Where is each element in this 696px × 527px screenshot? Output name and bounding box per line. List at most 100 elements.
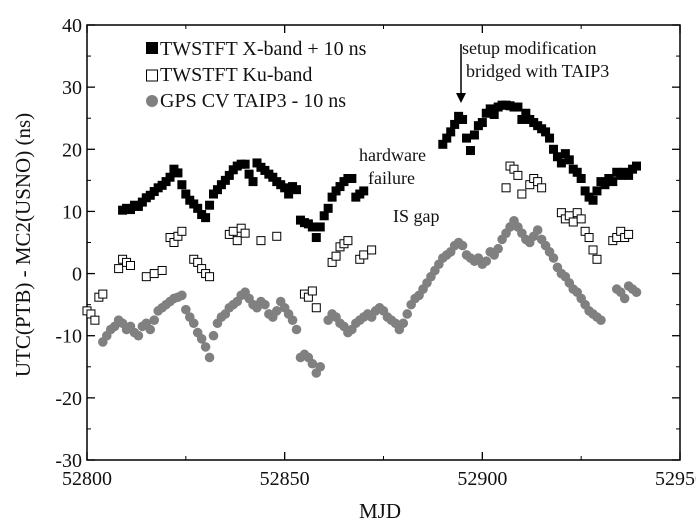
gps-cv-point [188, 318, 199, 329]
gps-cv-point [493, 243, 503, 254]
x-band-point [489, 109, 499, 119]
ku-band-point [307, 286, 317, 296]
annotation-hardware-line2: failure [368, 168, 415, 188]
ku-band-point [367, 245, 377, 255]
ku-band-point [240, 228, 250, 238]
annotation-setup-modification: setup modification bridged with TAIP3 [456, 38, 609, 103]
ku-band-point [592, 254, 602, 264]
x-band-point [552, 152, 562, 162]
gps-cv-point [619, 293, 630, 304]
x-band-point [521, 108, 531, 118]
x-band-point [173, 168, 183, 178]
ku-band-point [272, 231, 282, 241]
gps-cv-point [181, 304, 191, 315]
x-band-point [220, 175, 230, 185]
ku-band-point [588, 245, 598, 255]
gps-cv-point [481, 256, 492, 266]
x-band-point [608, 177, 618, 187]
y-axis-label: UTC(PTB) - MC2(USNO) (ns) [11, 113, 35, 377]
x-band-point [477, 118, 487, 128]
y-tick-label: -20 [55, 388, 82, 410]
legend: TWSTFT X-band + 10 ns TWSTFT Ku-band GPS… [146, 38, 367, 112]
gps-cv-point [196, 334, 207, 344]
gps-cv-point [133, 330, 144, 341]
ku-band-point [228, 226, 238, 236]
legend-marker-ku-band [146, 69, 158, 82]
gps-cv-point [287, 315, 298, 325]
x-band-point [450, 119, 460, 129]
annotation-hardware-failure: hardware failure [359, 145, 426, 188]
gps-cv-point [307, 358, 318, 369]
annotation-setup-line1: setup modification [462, 38, 596, 58]
x-tick-label: 52850 [260, 468, 310, 490]
gps-cv-point [200, 342, 211, 352]
ku-band-point [125, 260, 135, 270]
x-band-point [632, 161, 642, 171]
x-band-point [323, 203, 333, 213]
annotation-hardware-line1: hardware [359, 145, 426, 165]
x-band-point [517, 114, 527, 124]
legend-marker-gps-cv [146, 95, 158, 107]
gps-cv-point [260, 299, 270, 310]
ku-band-point [157, 265, 167, 275]
x-band-point [212, 185, 222, 195]
legend-label-ku-band: TWSTFT Ku-band [160, 64, 312, 86]
gps-cv-point [145, 324, 156, 335]
annotation-setup-line2: bridged with TAIP3 [466, 61, 609, 81]
x-band-point [548, 144, 558, 154]
y-tick-label: 0 [72, 264, 82, 286]
x-band-point [280, 183, 290, 193]
ku-band-point [141, 272, 151, 282]
ku-band-point [359, 250, 369, 260]
ku-band-point [205, 272, 215, 282]
x-band-point [458, 114, 468, 124]
x-band-point [446, 127, 456, 137]
gps-cv-point [631, 287, 642, 298]
x-band-point [224, 170, 234, 180]
gps-cv-point [177, 290, 187, 301]
x-band-point [442, 133, 452, 143]
y-tick-label: 30 [62, 77, 82, 99]
gps-cv-point [291, 324, 302, 335]
x-band-point [201, 213, 211, 223]
ku-band-point [311, 303, 321, 313]
x-tick-label: 52900 [457, 468, 507, 490]
x-tick-label: 52950 [655, 468, 696, 490]
ku-band-point [568, 217, 578, 227]
x-band-point [319, 211, 329, 221]
x-band-point [576, 173, 586, 183]
x-band-point [572, 167, 582, 177]
x-band-point [165, 172, 175, 182]
gps-cv-point [457, 240, 468, 251]
x-band-point [359, 186, 369, 196]
gps-cv-point [204, 352, 215, 363]
y-tick-label: -30 [55, 450, 82, 472]
x-band-point [292, 185, 302, 195]
y-tick-label: 10 [62, 201, 82, 223]
ku-band-point [177, 226, 187, 236]
ku-band-point [624, 229, 634, 239]
x-band-point [600, 180, 610, 190]
x-band-point [469, 130, 479, 140]
ku-band-point [501, 183, 511, 193]
ku-band-point [513, 170, 523, 180]
x-band-point [205, 200, 215, 210]
ku-band-point [149, 269, 159, 279]
x-axis-label: MJD [359, 499, 401, 523]
ku-band-point [90, 315, 100, 325]
x-band-point [560, 149, 570, 159]
legend-label-x-band: TWSTFT X-band + 10 ns [160, 38, 367, 60]
legend-marker-x-band [146, 42, 158, 54]
ku-band-point [576, 214, 586, 224]
x-band-point [541, 127, 551, 137]
x-band-point [465, 146, 475, 156]
x-band-point [564, 155, 574, 165]
x-band-point [592, 186, 602, 196]
x-band-point [335, 182, 345, 192]
x-band-point [588, 195, 598, 205]
gps-cv-point [271, 306, 282, 316]
ku-band-point [232, 236, 242, 246]
x-band-point [580, 186, 590, 196]
ku-band-point [584, 233, 594, 243]
